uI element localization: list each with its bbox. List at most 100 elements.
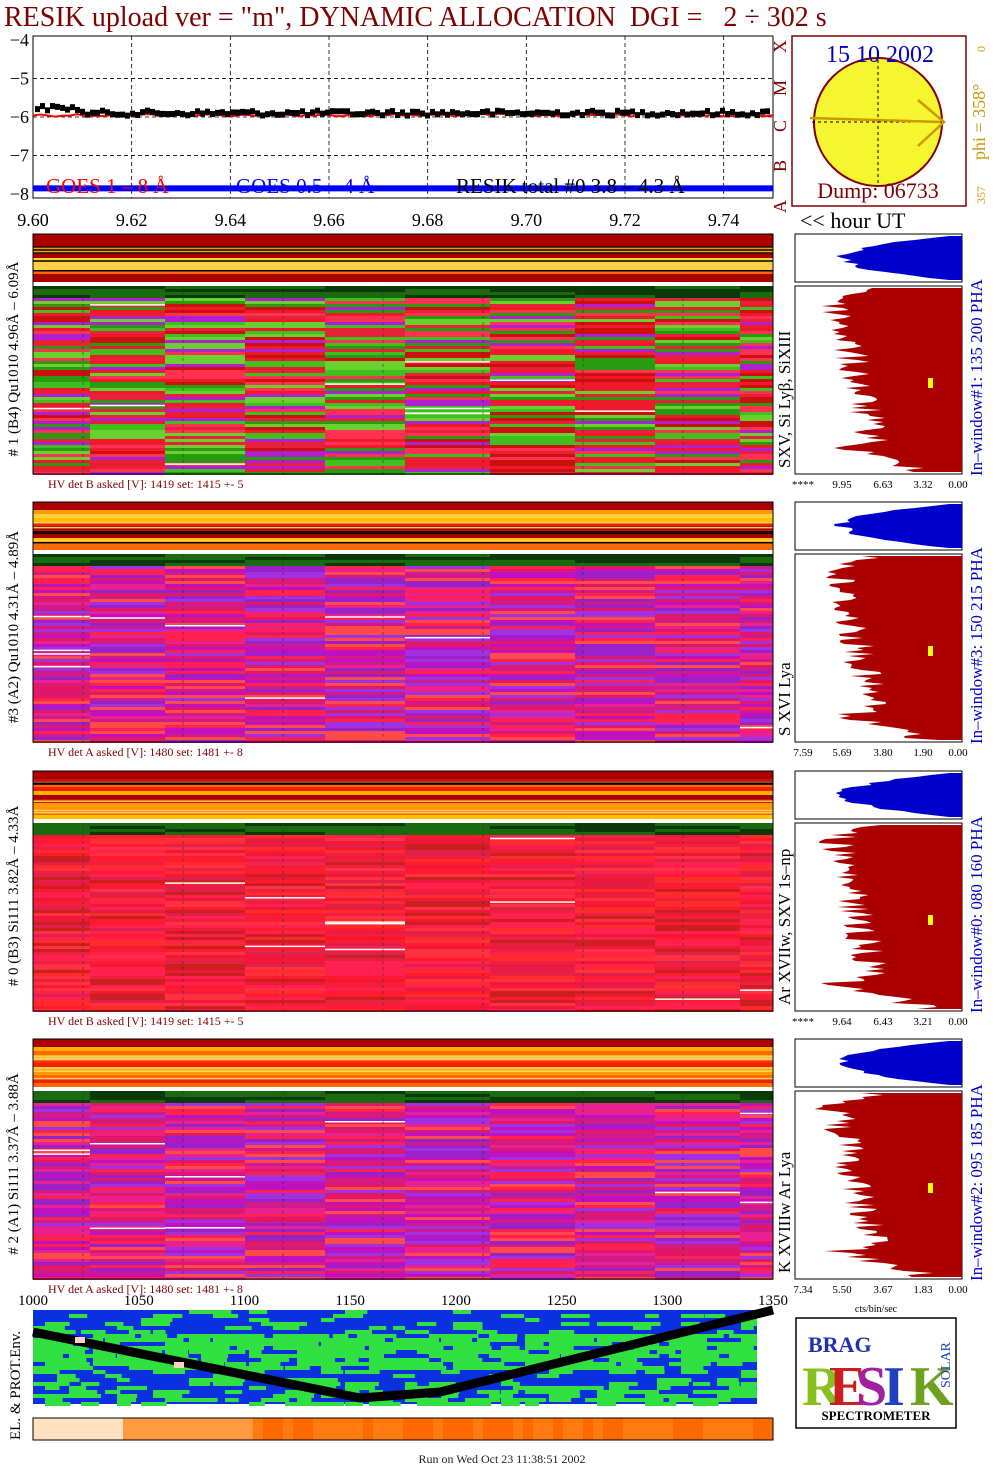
heatmap-row [245, 943, 325, 946]
heatmap-row [740, 367, 773, 370]
heatmap-row [490, 566, 575, 569]
heatmap-row [33, 466, 90, 469]
heatmap-row [90, 1178, 165, 1181]
resik-total-point [55, 103, 60, 110]
env-cell [717, 1394, 745, 1398]
heatmap-row [245, 940, 325, 943]
heatmap-row [245, 316, 325, 319]
heatmap-row [655, 1121, 740, 1124]
env-cell [225, 1350, 246, 1354]
resik-total-point [485, 108, 490, 115]
heatmap-row [490, 689, 575, 692]
heatmap-row [405, 391, 490, 394]
env-cell [669, 1354, 693, 1358]
heatmap-row [33, 626, 90, 629]
spectrum-strip-row [33, 1067, 773, 1071]
heatmap-row [405, 1091, 490, 1094]
heatmap-row [90, 1265, 165, 1268]
heatmap-row [90, 1115, 165, 1118]
spectrum-strip-line [33, 521, 773, 524]
heatmap-row [490, 1232, 575, 1235]
heatmap-row [655, 994, 740, 997]
env-cell [657, 1402, 677, 1406]
heatmap-row [655, 1184, 740, 1187]
heatmap-row [655, 647, 740, 650]
heatmap-row [33, 916, 90, 919]
heatmap-row [165, 433, 245, 436]
heatmap-row [575, 841, 655, 844]
heatmap-row [655, 868, 740, 871]
heatmap-row [245, 719, 325, 722]
resik-total-point [230, 109, 235, 116]
heatmap-row [165, 385, 245, 388]
heatmap-row [490, 838, 575, 841]
heatmap-row [245, 602, 325, 605]
heatmap-row [165, 982, 245, 985]
heatmap-row [33, 922, 90, 925]
heatmap-row [90, 1229, 165, 1232]
heatmap-row [490, 868, 575, 871]
heatmap-row [655, 677, 740, 680]
env-cell [465, 1342, 485, 1346]
env-cell [477, 1390, 500, 1394]
env-cell [405, 1330, 429, 1334]
heatmap-row [490, 1097, 575, 1100]
env-cell [501, 1314, 525, 1318]
heatmap-row [740, 436, 773, 439]
heatmap-row [490, 1241, 575, 1244]
pha-window-marker [928, 378, 933, 388]
heatmap-row [325, 418, 405, 421]
heatmap-row [490, 856, 575, 859]
heatmap-row [33, 859, 90, 862]
heatmap-row [575, 991, 655, 994]
heatmap-row [325, 847, 405, 850]
heatmap-row [655, 904, 740, 907]
heatmap-row [165, 653, 245, 656]
env-cell [357, 1330, 372, 1334]
heatmap-row [575, 1115, 655, 1118]
heatmap-row [740, 1106, 773, 1109]
heatmap-row [325, 1136, 405, 1139]
heatmap-row [245, 704, 325, 707]
heatmap-row [165, 719, 245, 722]
heatmap-row [90, 1238, 165, 1241]
env-cell [321, 1350, 345, 1354]
heatmap-row [325, 1000, 405, 1003]
heatmap-row [33, 445, 90, 448]
pha-window-label: In–window#0: 080 160 PHA [967, 815, 986, 1013]
resik-total-point [620, 109, 625, 116]
heatmap-row [165, 701, 245, 704]
heatmap-row [325, 686, 405, 689]
heatmap-row [405, 1268, 490, 1271]
env-cell [549, 1398, 572, 1402]
env-cell [45, 1386, 60, 1390]
heatmap-row [245, 1244, 325, 1247]
heatmap-row [740, 325, 773, 328]
heatmap-row [90, 635, 165, 638]
heatmap-row [575, 853, 655, 856]
heatmap-row [740, 608, 773, 611]
heatmap-row [245, 1148, 325, 1151]
heatmap-row [325, 457, 405, 460]
heatmap-row [165, 895, 245, 898]
heatmap-row [325, 1232, 405, 1235]
heatmap-row [90, 1220, 165, 1223]
heatmap-row [490, 859, 575, 862]
env-colorbar-cell [353, 1418, 363, 1440]
heatmap-row [165, 560, 245, 563]
logo-letter: S [856, 1356, 887, 1418]
env-cell [729, 1390, 742, 1394]
heatmap-row [740, 835, 773, 838]
heatmap-row [165, 1268, 245, 1271]
heatmap-row [740, 1187, 773, 1190]
heatmap-row [165, 886, 245, 889]
heatmap-row [165, 394, 245, 397]
heatmap-row [575, 973, 655, 976]
env-cell [597, 1394, 625, 1398]
heatmap-row [325, 841, 405, 844]
heatmap-row [245, 587, 325, 590]
heatmap-row [575, 346, 655, 349]
heatmap-row [245, 1202, 325, 1205]
heatmap-row [405, 1271, 490, 1274]
heatmap-row [740, 1169, 773, 1172]
